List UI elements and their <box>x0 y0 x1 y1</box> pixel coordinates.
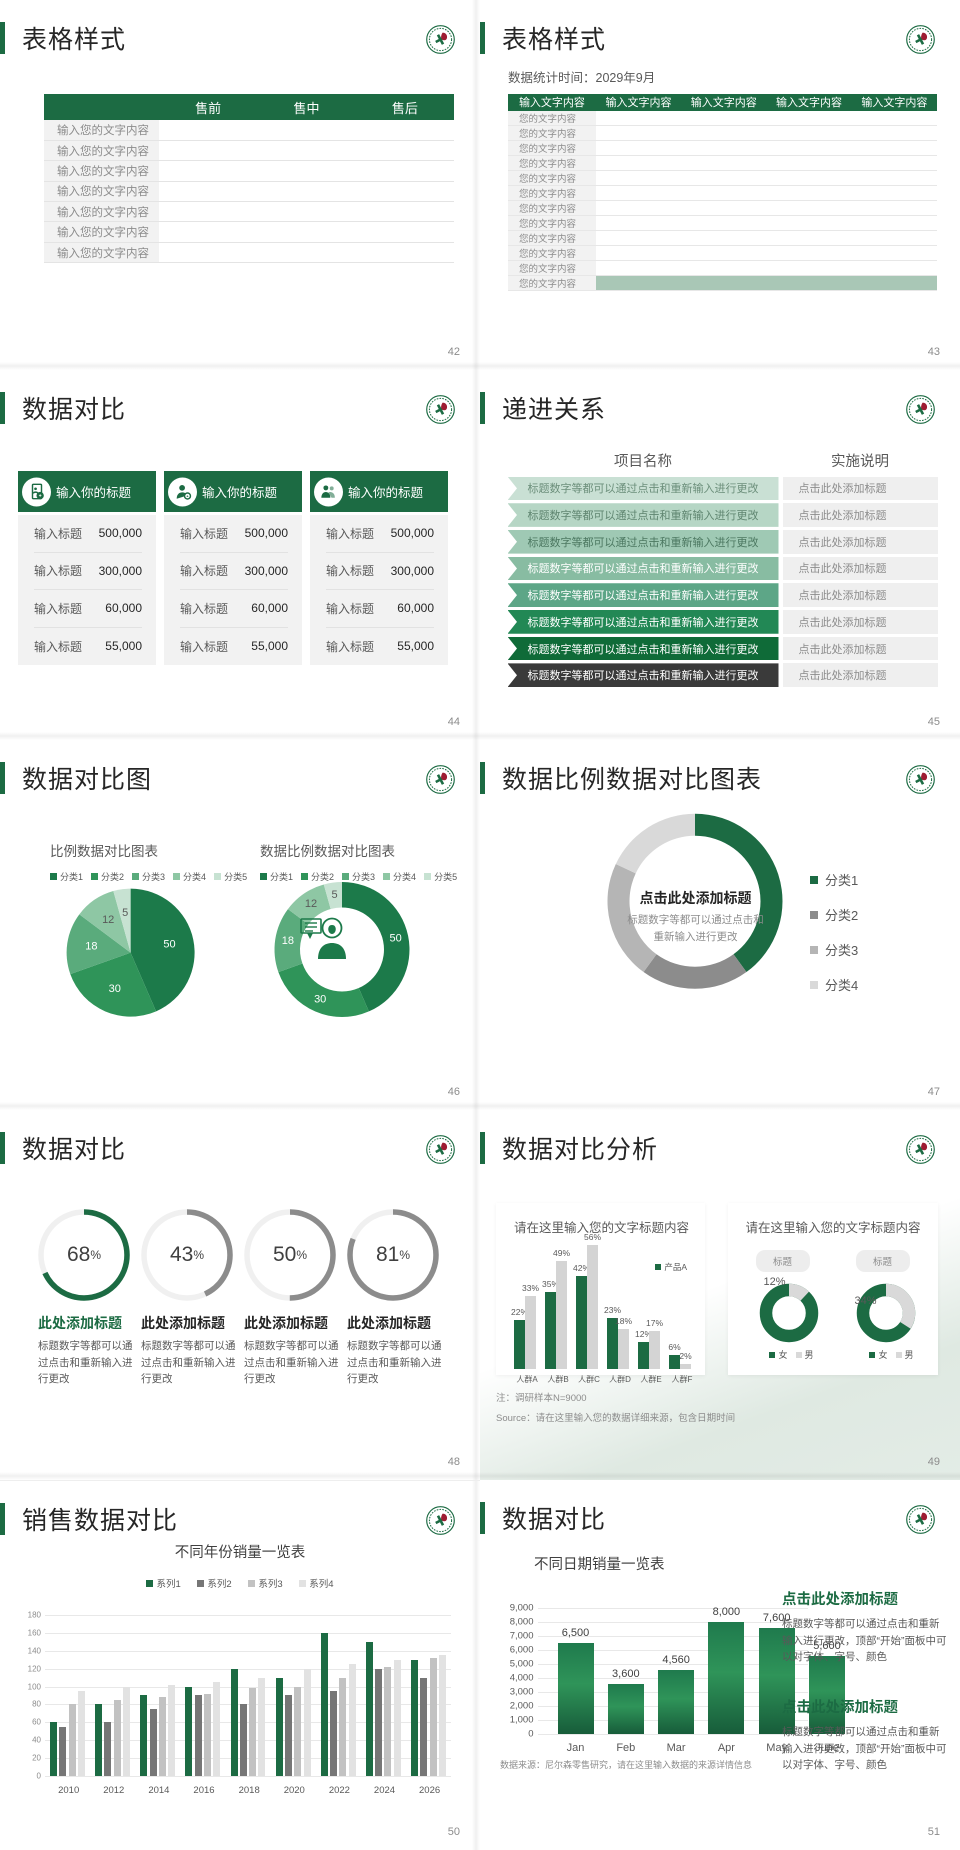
svg-text:12: 12 <box>102 914 114 926</box>
svg-text:30: 30 <box>109 983 121 995</box>
svg-text:12: 12 <box>305 898 317 910</box>
svg-text:5: 5 <box>331 889 337 901</box>
svg-text:30: 30 <box>314 994 326 1006</box>
svg-text:5: 5 <box>122 907 128 919</box>
svg-text:50: 50 <box>163 939 175 951</box>
svg-text:18: 18 <box>282 935 294 947</box>
svg-text:18: 18 <box>85 941 97 953</box>
svg-text:50: 50 <box>389 932 401 944</box>
